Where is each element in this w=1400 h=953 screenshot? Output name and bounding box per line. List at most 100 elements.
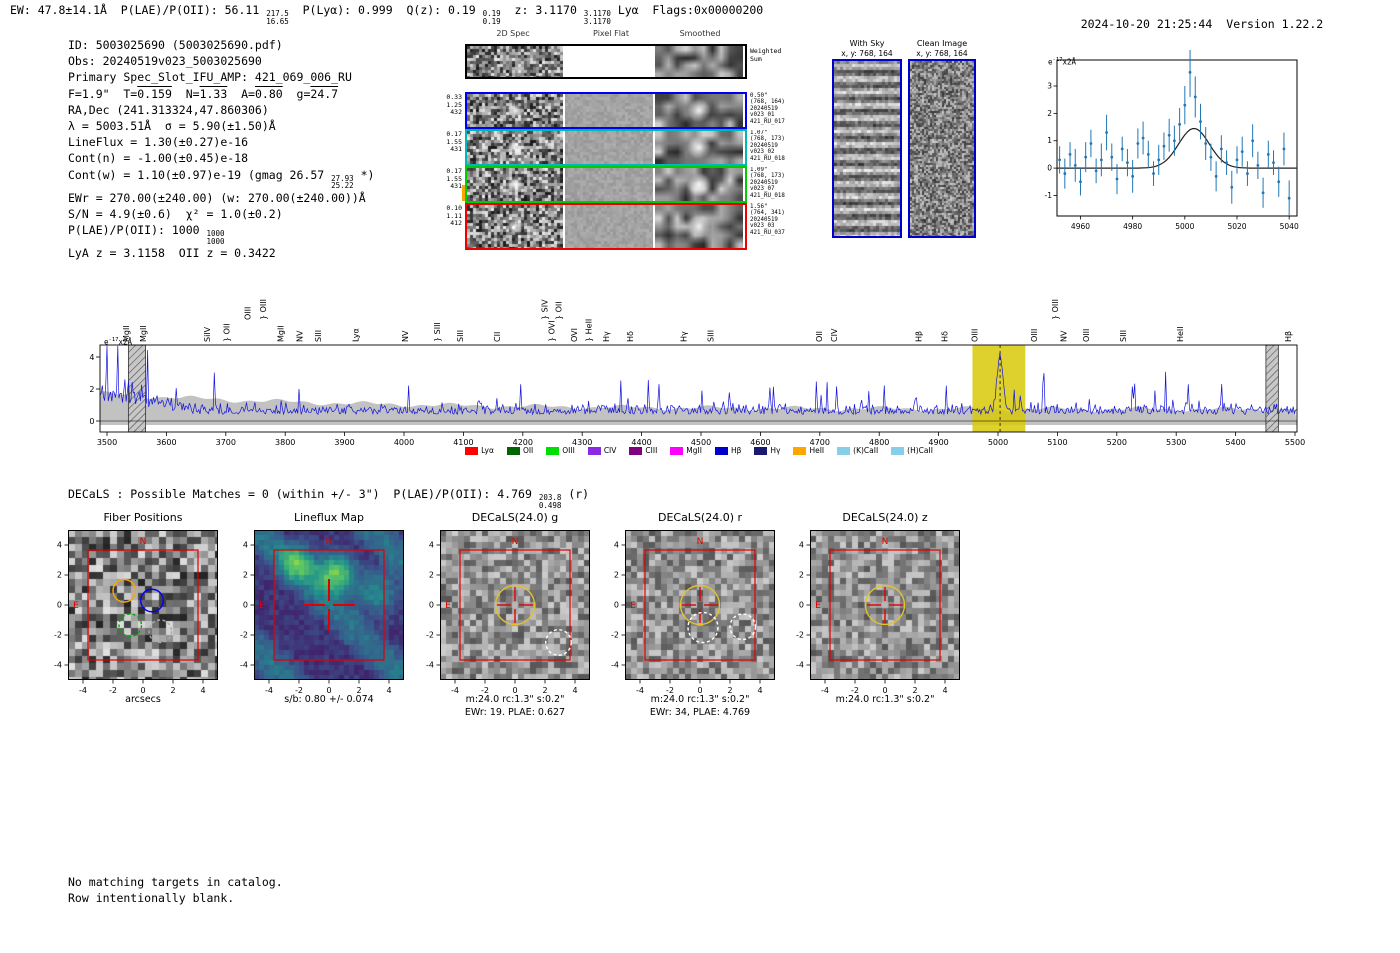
data-point — [1068, 153, 1072, 156]
info-stack-value: 25.22 — [331, 181, 354, 191]
cutout-overlay: -4 -4 -2 -2 0 0 2 2 4 4 N E — [426, 530, 590, 695]
legend-label: OIII — [562, 446, 575, 455]
legend-item: OIII — [546, 446, 575, 455]
annotation-line: 20240519 — [750, 105, 778, 112]
emission-line-label: CII — [493, 332, 502, 342]
data-point — [1219, 147, 1223, 151]
data-point — [1120, 147, 1124, 151]
position-box — [829, 549, 941, 661]
x-tick-label: -4 — [451, 686, 459, 695]
emission-line-label: OIII — [243, 307, 252, 320]
x-tick-label: 5500 — [1285, 438, 1305, 447]
x-tick-label: 4900 — [928, 438, 948, 447]
image-frame — [625, 530, 775, 680]
decals-stack-value: 203.8 — [538, 493, 562, 502]
spectrum-line — [99, 345, 1297, 416]
header-meta: 2024-10-20 21:25:44 Version 1.22.2 — [1053, 3, 1324, 45]
full-spectrum-chart: 3500 3600 3700 3800 3900 4000 4100 4200 4300 4400… — [89, 299, 1305, 447]
with-sky-image — [832, 59, 902, 238]
legend-item: CIII — [629, 446, 657, 455]
spec2d-image — [467, 94, 563, 127]
annotation-line: Weighted — [750, 47, 782, 55]
y-tick-label: 0 — [1047, 164, 1052, 173]
x-tick-label: 2 — [912, 686, 917, 695]
x-tick-label: 4600 — [750, 438, 770, 447]
y-tick-label: 2 — [243, 571, 248, 580]
left-label-line: 1.55 — [446, 137, 462, 146]
data-point — [1141, 136, 1145, 140]
x-tick-label: 3600 — [156, 438, 176, 447]
annotation-line: 421_RU_018 — [750, 192, 785, 199]
unit-rest: x2Å — [118, 337, 132, 347]
info-text: 1.33 — [199, 86, 228, 101]
data-point — [1162, 144, 1166, 148]
x-tick-label: 4100 — [453, 438, 473, 447]
info-text: Primary Spec_Slot_IFU_AMP: 421_069_006_R… — [68, 70, 352, 85]
spec2d-smoothed — [655, 131, 743, 164]
legend-label: (K)CaII — [853, 446, 879, 455]
spec2d-pixelflat — [565, 205, 653, 248]
compass-n: N — [882, 537, 889, 547]
y-tick-label: -2 — [796, 631, 804, 640]
cutout-panel: -4 -4 -2 -2 0 0 2 2 4 4 N E — [603, 530, 775, 698]
emission-line-label: NV — [296, 330, 305, 342]
decals-header-line: DECaLS : Possible Matches = 0 (within +/… — [68, 487, 589, 509]
left-label-line: 431 — [450, 145, 462, 154]
emission-line-label: CIV — [830, 328, 839, 342]
info-text: EWr = 270.00(±240.00) (w: 270.00(±240.00… — [68, 190, 366, 205]
emission-line-label: OIII — [1030, 329, 1039, 342]
annotation-line: 1.56" — [750, 204, 768, 210]
marker-circle — [140, 588, 164, 613]
compass-e: E — [259, 601, 265, 611]
x-tick-label: 2 — [170, 686, 175, 695]
cutout-xlabel: arcsecs — [125, 694, 161, 705]
data-point — [1136, 142, 1140, 145]
data-point — [1084, 155, 1088, 159]
with-sky-title: With Sky — [849, 39, 885, 48]
annotation-line: (768, 164) — [750, 99, 785, 106]
annotation-line: Sum — [750, 54, 762, 63]
footer-notes: No matching targets in catalog. Row inte… — [68, 875, 283, 906]
image-frame — [254, 530, 404, 680]
data-point — [1204, 142, 1208, 145]
cutout-image-decals — [810, 530, 960, 680]
x-tick-label: 0 — [697, 686, 702, 695]
header-stack: 217.5 16.65 — [266, 10, 289, 25]
cutout-title: Lineflux Map — [293, 511, 365, 524]
left-label-line: 431 — [450, 182, 462, 191]
y-tick-label: 2 — [614, 571, 619, 580]
x-tick-label: -2 — [109, 686, 117, 695]
info-line: F=1.9" T=0.159 N=1.33 A=0.80 g=24.7 — [68, 86, 374, 102]
spec2d-left-labels: 0.17 1.55 431 — [438, 130, 462, 154]
info-stack: 27.93 25.22 — [331, 175, 354, 190]
emission-line-label: Hβ — [1284, 331, 1293, 342]
y-tick-label: 0 — [57, 601, 62, 610]
annotation-line: (768, 173) — [750, 136, 785, 143]
header-text: Lyα Flags:0x00000200 — [610, 3, 764, 17]
spec2d-smoothed — [655, 168, 743, 201]
emission-line-label: Lyα — [351, 328, 360, 342]
x-tick-label: -4 — [265, 686, 273, 695]
data-point — [1277, 180, 1281, 184]
emission-line-label: HeII — [1176, 326, 1185, 342]
annotation-line: 421_RU_037 — [750, 229, 785, 236]
compass-n: N — [512, 537, 519, 547]
legend-item: HeII — [793, 446, 824, 455]
cutout-caption-2: EWr: 19. PLAE: 0.627 — [464, 707, 566, 718]
data-point — [1246, 172, 1249, 175]
legend-swatch — [754, 446, 768, 455]
spectrum-unit-label: e-17x2Å — [104, 337, 132, 347]
spec2d-row — [465, 44, 747, 79]
data-point — [1063, 172, 1067, 175]
emission-line-label: MgII — [122, 325, 131, 342]
compass-e: E — [73, 601, 79, 611]
compass-n: N — [697, 537, 704, 547]
header-stats-line: EW: 47.8±14.1Å P(LAE)/P(OII): 56.11 217.… — [10, 3, 763, 25]
data-point — [1167, 133, 1171, 137]
x-tick-label: -2 — [481, 686, 489, 695]
x-tick-label: 4800 — [869, 438, 889, 447]
emission-line-label: } OIII — [1051, 299, 1060, 320]
cutout-image-decals — [440, 530, 590, 680]
data-point — [1256, 163, 1260, 167]
cutout-panel: -4 -4 -2 -2 0 0 2 2 4 4 N E — [788, 530, 960, 698]
